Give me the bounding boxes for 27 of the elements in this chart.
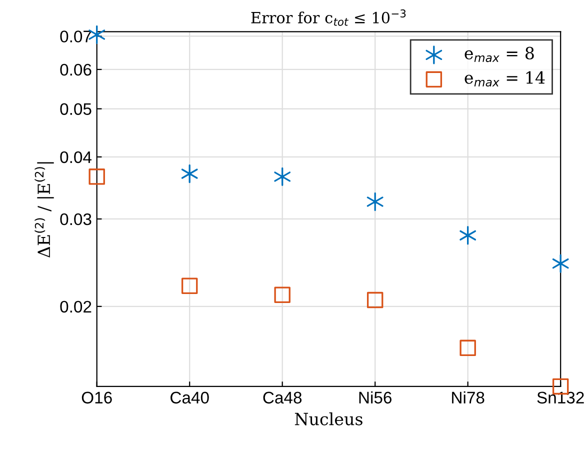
x-tick-label: Ni78 [452,391,484,404]
x-axis-title: Nucleus [294,412,362,426]
y-tick-label: 0.03 [60,213,92,226]
y-tick-label: 0.05 [60,103,92,115]
point [552,254,569,273]
legend-label: e$_{max}$ = 14 [464,71,545,87]
x-tick-label: Sn132 [537,392,584,404]
point [366,292,384,308]
point [181,164,198,184]
y-tick-label: 0.04 [60,151,92,164]
y-axis-title: ΔE$^{(2)}$ / |E$^{(2)}$| [34,162,54,258]
legend-label: e$_{max}$ = 8 [464,46,534,62]
point [460,226,476,245]
x-tick-label: O16 [82,392,112,404]
x-tick-label: Ni56 [359,391,392,404]
point [274,286,290,303]
y-tick-label: 0.06 [60,64,92,76]
x-tick-label: Ca40 [170,392,209,404]
point [274,167,291,186]
y-tick-label: 0.07 [60,30,92,42]
point [88,168,105,185]
point [366,192,384,212]
chart-title: Error for c$_{tot}$ ≤ 10$^{−3}$ [251,9,406,26]
x-tick-label: Ca48 [263,392,302,404]
y-tick-label: 0.02 [60,300,92,313]
point [460,340,476,356]
point [181,278,198,294]
